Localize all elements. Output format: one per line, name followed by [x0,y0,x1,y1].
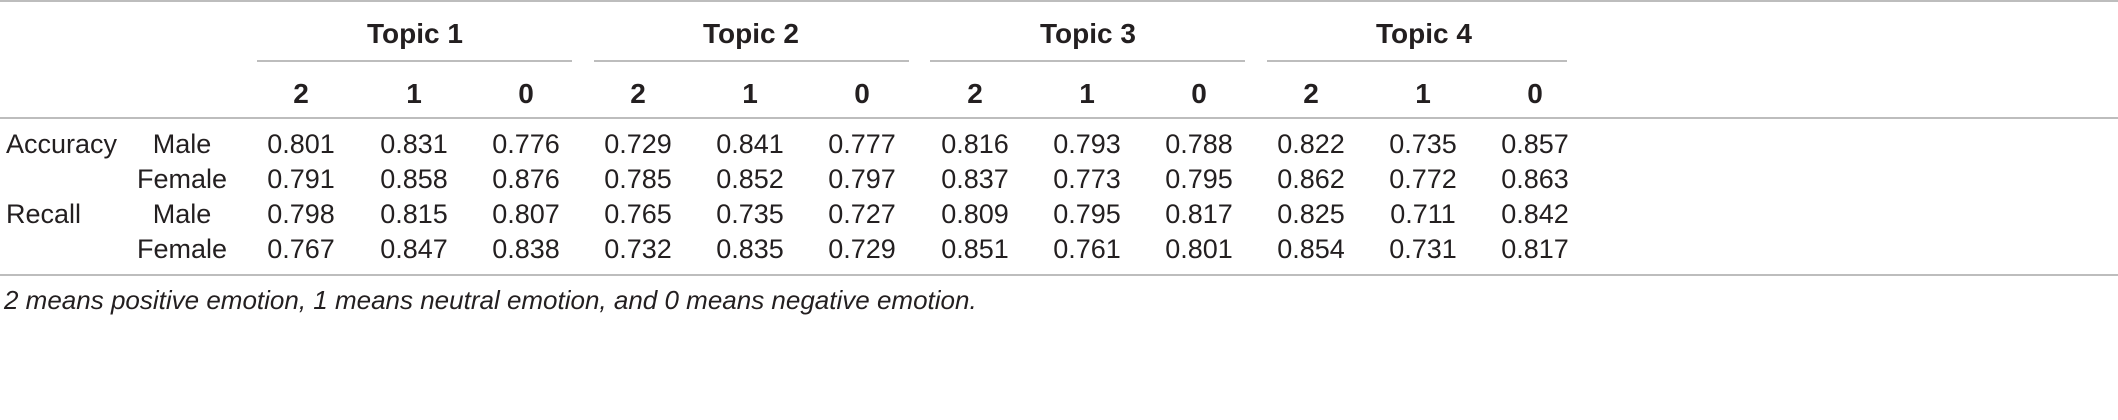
table-cell: 0.735 [716,199,784,229]
table-cell: 0.816 [941,129,1009,159]
table-cell: 0.801 [267,129,335,159]
topic-underline [1267,60,1567,62]
table-bottom-rule [0,274,2118,276]
gender-label: Male [152,199,212,229]
sub-column-header: 1 [406,78,422,109]
topic-underline [594,60,909,62]
table-cell: 0.858 [380,164,448,194]
table-cell: 0.776 [492,129,560,159]
table-footnote: 2 means positive emotion, 1 means neutra… [4,285,977,315]
topic-underline [257,60,572,62]
table-cell: 0.842 [1501,199,1569,229]
table-cell: 0.809 [941,199,1009,229]
table-cell: 0.817 [1165,199,1233,229]
gender-label: Male [152,129,212,159]
table-cell: 0.765 [604,199,672,229]
table-cell: 0.851 [941,234,1009,264]
topic-header: Topic 4 [1376,18,1472,49]
sub-column-header: 2 [1303,78,1319,109]
metric-label: Accuracy [6,129,118,159]
topic-header: Topic 2 [703,18,799,49]
table-cell: 0.727 [828,199,896,229]
table-cell: 0.838 [492,234,560,264]
sub-column-header: 0 [854,78,870,109]
table-cell: 0.795 [1053,199,1121,229]
table-cell: 0.822 [1277,129,1345,159]
sub-column-header: 0 [1527,78,1543,109]
table-cell: 0.863 [1501,164,1569,194]
sub-column-header: 1 [1415,78,1431,109]
table-cell: 0.729 [828,234,896,264]
table-cell: 0.777 [828,129,896,159]
gender-label: Female [136,164,228,194]
table-cell: 0.852 [716,164,784,194]
sub-column-header: 2 [293,78,309,109]
sub-column-header: 2 [630,78,646,109]
table-cell: 0.825 [1277,199,1345,229]
sub-column-header: 1 [742,78,758,109]
table-cell: 0.729 [604,129,672,159]
sub-column-header: 0 [1191,78,1207,109]
gender-label: Female [136,234,228,264]
table-cell: 0.841 [716,129,784,159]
table-cell: 0.731 [1389,234,1457,264]
table-cell: 0.793 [1053,129,1121,159]
table-cell: 0.837 [941,164,1009,194]
table-cell: 0.835 [716,234,784,264]
table-cell: 0.831 [380,129,448,159]
topic-header: Topic 3 [1040,18,1136,49]
topic-header: Topic 1 [367,18,463,49]
table-cell: 0.817 [1501,234,1569,264]
table-cell: 0.801 [1165,234,1233,264]
sub-column-header: 0 [518,78,534,109]
table-cell: 0.773 [1053,164,1121,194]
table-cell: 0.854 [1277,234,1345,264]
table-cell: 0.772 [1389,164,1457,194]
table-top-rule [0,0,2118,2]
table-cell: 0.876 [492,164,560,194]
table-cell: 0.815 [380,199,448,229]
table-cell: 0.847 [380,234,448,264]
table-cell: 0.788 [1165,129,1233,159]
table-cell: 0.732 [604,234,672,264]
table-cell: 0.735 [1389,129,1457,159]
metric-label: Recall [6,199,82,229]
table-cell: 0.857 [1501,129,1569,159]
topic-underline [930,60,1245,62]
table-cell: 0.767 [267,234,335,264]
table-cell: 0.797 [828,164,896,194]
table-cell: 0.798 [267,199,335,229]
sub-column-header: 2 [967,78,983,109]
table-cell: 0.785 [604,164,672,194]
header-bottom-rule [0,117,2118,119]
table-cell: 0.862 [1277,164,1345,194]
table-cell: 0.795 [1165,164,1233,194]
table-cell: 0.791 [267,164,335,194]
table-cell: 0.761 [1053,234,1121,264]
sub-column-header: 1 [1079,78,1095,109]
table-cell: 0.711 [1390,199,1456,229]
table-cell: 0.807 [492,199,560,229]
